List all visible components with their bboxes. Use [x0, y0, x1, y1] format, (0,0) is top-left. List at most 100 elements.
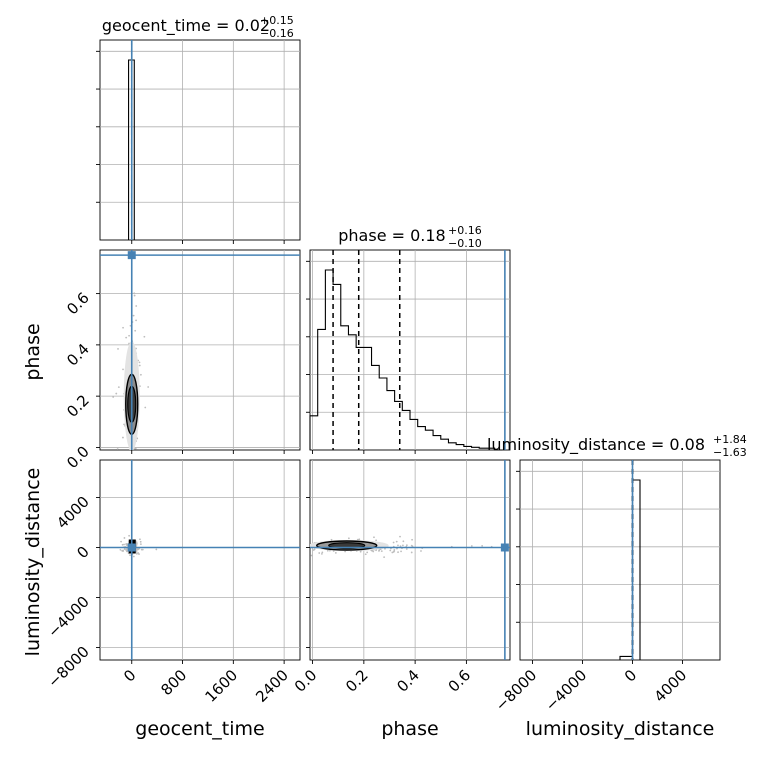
title-phase: phase = 0.18 — [338, 226, 445, 245]
sample-point — [123, 548, 126, 551]
sample-point — [392, 541, 395, 544]
y-tick-label-luminosity-distance: −4000 — [44, 593, 93, 642]
sample-point — [330, 538, 333, 541]
y-tick-label-luminosity-distance: −8000 — [44, 643, 93, 692]
sample-point — [125, 549, 127, 551]
panel-frame — [99, 39, 301, 241]
y-tick-label-phase: 0.0 — [63, 443, 93, 473]
xlabel-geocent-time: geocent_time — [135, 718, 264, 740]
sample-point — [397, 551, 399, 554]
title-geocent-time-upper: +0.15 — [260, 14, 294, 27]
sample-point — [125, 336, 128, 339]
x-tick-label-luminosity-distance: −4000 — [542, 666, 591, 715]
title-phase-upper: +0.16 — [448, 224, 482, 237]
sample-point — [380, 550, 383, 552]
sample-point — [135, 319, 137, 322]
sample-point — [389, 549, 392, 552]
sample-point — [138, 449, 140, 450]
x-tick-label-geocent-time: 1600 — [201, 666, 241, 706]
histogram-phase — [309, 269, 503, 451]
panel-luminosity-distance-hist — [516, 459, 721, 664]
truth-marker — [127, 543, 136, 552]
sample-point — [383, 556, 386, 559]
sample-point — [347, 537, 350, 540]
sample-point — [122, 436, 124, 439]
x-tick-label-geocent-time: 2400 — [252, 666, 292, 706]
sample-point — [395, 540, 398, 543]
sample-point — [122, 326, 124, 329]
sample-point — [321, 551, 324, 554]
sample-point — [123, 423, 125, 426]
sample-point — [393, 550, 396, 553]
panel-layer — [96, 39, 721, 664]
title-geocent-time-lower: −0.16 — [260, 27, 294, 40]
sample-point — [399, 545, 402, 548]
panel-geocent-time-hist — [96, 39, 301, 244]
title-geocent-time: geocent_time = 0.02 — [102, 16, 270, 36]
x-tick-label-phase: 0.4 — [393, 666, 423, 696]
panel-phase-hist — [306, 249, 511, 454]
sample-point — [318, 552, 321, 554]
sample-point — [122, 368, 124, 371]
sample-point — [112, 396, 115, 398]
x-tick-label-luminosity-distance: 4000 — [651, 666, 691, 706]
sample-point — [371, 549, 373, 552]
sample-point — [115, 392, 118, 395]
panel-luminosity-distance-vs-geocent-time — [96, 459, 301, 664]
sample-point — [133, 294, 136, 297]
sample-point — [135, 552, 138, 555]
sample-point — [133, 292, 136, 295]
sample-point — [120, 540, 122, 543]
sample-point — [397, 544, 399, 547]
panel-frame — [309, 459, 511, 661]
sample-point — [135, 305, 138, 307]
sample-point — [135, 454, 137, 456]
sample-point — [420, 550, 422, 552]
xlabel-luminosity-distance: luminosity_distance — [526, 718, 715, 740]
sample-point — [344, 550, 346, 553]
sample-point — [358, 538, 361, 541]
y-tick-label-luminosity-distance: 4000 — [53, 493, 93, 533]
sample-point — [143, 335, 146, 338]
sample-point — [140, 373, 142, 376]
sample-point — [117, 348, 119, 350]
sample-point — [117, 386, 120, 389]
sample-point — [310, 554, 313, 557]
sample-point — [304, 545, 306, 547]
sample-point — [125, 543, 128, 545]
truth-marker — [127, 251, 136, 260]
sample-point — [125, 550, 128, 553]
sample-point — [302, 536, 304, 538]
title-luminosity-distance-upper: +1.84 — [713, 433, 747, 446]
sample-point — [122, 550, 124, 553]
x-tick-label-geocent-time: 0 — [120, 666, 139, 685]
x-tick-label-geocent-time: 800 — [157, 666, 190, 699]
x-tick-label-luminosity-distance: −8000 — [492, 666, 541, 715]
sample-point — [391, 551, 394, 554]
panel-frame — [309, 249, 511, 451]
sample-point — [359, 550, 362, 553]
x-tick-label-phase: 0.0 — [291, 666, 321, 696]
ylabel-phase: phase — [22, 323, 44, 380]
sample-point — [481, 544, 484, 547]
sample-point — [378, 550, 380, 552]
sample-point — [132, 455, 134, 457]
sample-point — [123, 543, 125, 546]
sample-point — [405, 548, 408, 550]
sample-point — [135, 551, 138, 553]
sample-point — [138, 361, 141, 364]
sample-point — [138, 364, 141, 367]
sample-point — [128, 334, 130, 337]
sample-point — [326, 549, 329, 552]
sample-point — [364, 553, 367, 556]
sample-point — [129, 554, 131, 557]
sample-point — [123, 537, 126, 539]
sample-point — [312, 549, 315, 551]
panel-luminosity-distance-vs-phase — [302, 459, 511, 664]
sample-point — [139, 543, 142, 546]
panel-phase-vs-geocent-time — [96, 249, 301, 457]
panel-frame — [99, 459, 301, 661]
sample-point — [132, 314, 135, 317]
sample-point — [119, 548, 122, 551]
sample-point — [139, 538, 141, 541]
